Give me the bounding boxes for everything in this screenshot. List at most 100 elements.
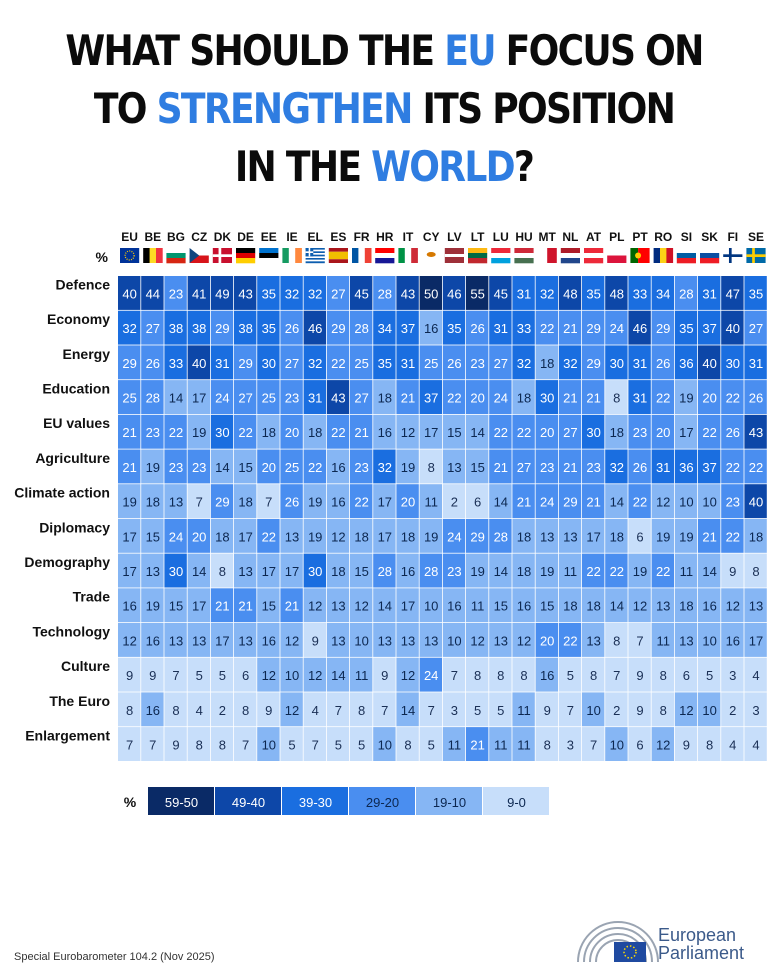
heatmap-cell bbox=[350, 310, 373, 345]
cell-value: 22 bbox=[702, 425, 716, 440]
heatmap-cell bbox=[744, 692, 767, 727]
heatmap-cell bbox=[210, 310, 234, 345]
cell-value: 9 bbox=[636, 703, 643, 718]
cell-value: 19 bbox=[192, 425, 206, 440]
cell-value: 40 bbox=[749, 495, 763, 510]
heatmap-cell bbox=[164, 414, 187, 449]
cell-value: 13 bbox=[656, 599, 670, 614]
flag-ie-icon bbox=[282, 248, 302, 263]
heatmap-cell bbox=[164, 657, 187, 692]
cell-value: 22 bbox=[610, 564, 624, 579]
heatmap-cell bbox=[141, 276, 164, 310]
heatmap-cell bbox=[419, 484, 442, 519]
cell-value: 15 bbox=[354, 564, 368, 579]
flag-sk-icon bbox=[700, 248, 720, 264]
cell-value: 18 bbox=[331, 564, 345, 579]
heatmap-cell bbox=[605, 449, 628, 484]
heatmap-cell bbox=[698, 588, 721, 623]
heatmap-cell bbox=[698, 727, 721, 761]
cell-value: 11 bbox=[494, 737, 508, 752]
cell-value: 11 bbox=[656, 633, 670, 648]
heatmap-cell bbox=[605, 588, 628, 623]
column-header: PL bbox=[609, 230, 624, 244]
heatmap-cell bbox=[326, 276, 350, 310]
cell-value: 21 bbox=[586, 495, 600, 510]
cell-value: 43 bbox=[331, 390, 345, 405]
cell-value: 13 bbox=[679, 633, 693, 648]
column-header: EE bbox=[261, 230, 277, 244]
cell-value: 16 bbox=[726, 633, 740, 648]
cell-value: 21 bbox=[702, 529, 716, 544]
heatmap-cell bbox=[582, 588, 605, 623]
heatmap-cell bbox=[744, 553, 767, 588]
heatmap-cell bbox=[373, 692, 396, 727]
cell-value: 36 bbox=[679, 460, 693, 475]
column-header: MT bbox=[539, 230, 557, 244]
cell-value: 31 bbox=[633, 356, 647, 371]
heatmap-cell bbox=[396, 623, 419, 657]
cell-value: 21 bbox=[494, 460, 508, 475]
column-header: FI bbox=[727, 230, 738, 244]
heatmap-cell bbox=[698, 553, 721, 588]
cell-value: 43 bbox=[749, 425, 763, 440]
cell-value: 30 bbox=[308, 564, 322, 579]
heatmap-cell bbox=[582, 692, 605, 727]
cell-value: 36 bbox=[679, 356, 693, 371]
column-header: LU bbox=[493, 230, 509, 244]
cell-value: 16 bbox=[702, 599, 716, 614]
cell-value: 22 bbox=[726, 529, 740, 544]
heatmap-cell bbox=[326, 345, 350, 380]
row-label: The Euro bbox=[49, 693, 110, 709]
cell-value: 7 bbox=[149, 737, 156, 752]
heatmap-cell bbox=[651, 623, 674, 657]
heatmap-cell bbox=[721, 310, 744, 345]
cell-value: 16 bbox=[401, 564, 415, 579]
cell-value: 30 bbox=[540, 390, 554, 405]
column-header: NL bbox=[562, 230, 578, 244]
cell-value: 8 bbox=[613, 390, 620, 405]
heatmap-cell bbox=[535, 414, 558, 449]
cell-value: 46 bbox=[633, 321, 647, 336]
cell-value: 32 bbox=[540, 286, 554, 301]
cell-value: 32 bbox=[122, 321, 136, 336]
heatmap-cell bbox=[466, 310, 489, 345]
heatmap-cell bbox=[698, 380, 721, 414]
heatmap-cell bbox=[535, 657, 558, 692]
column-header: EU bbox=[121, 230, 138, 244]
cell-value: 6 bbox=[242, 668, 249, 683]
heatmap-cell bbox=[466, 692, 489, 727]
heatmap-cell bbox=[234, 310, 257, 345]
flag-at-icon bbox=[584, 248, 604, 264]
heatmap-cell bbox=[419, 588, 442, 623]
cell-value: 11 bbox=[448, 737, 462, 752]
cell-value: 12 bbox=[656, 495, 670, 510]
heatmap-cell bbox=[535, 692, 558, 727]
cell-value: 9 bbox=[636, 668, 643, 683]
flag-pt-icon bbox=[630, 248, 650, 263]
heatmap-cell bbox=[187, 588, 210, 623]
cell-value: 10 bbox=[610, 737, 624, 752]
column-header: SI bbox=[681, 230, 692, 244]
heatmap-cell bbox=[187, 692, 210, 727]
cell-value: 24 bbox=[169, 529, 183, 544]
heatmap-cell bbox=[582, 623, 605, 657]
cell-value: 18 bbox=[517, 390, 531, 405]
heatmap-cell bbox=[210, 414, 234, 449]
heatmap-cell bbox=[373, 484, 396, 519]
heatmap-cell bbox=[535, 276, 558, 310]
cell-value: 7 bbox=[172, 668, 179, 683]
cell-value: 30 bbox=[586, 425, 600, 440]
heatmap-cell bbox=[442, 623, 466, 657]
cell-value: 24 bbox=[447, 529, 461, 544]
heatmap-cell bbox=[605, 310, 628, 345]
heatmap-cell bbox=[373, 727, 396, 761]
cell-value: 22 bbox=[331, 425, 345, 440]
cell-value: 8 bbox=[544, 737, 551, 752]
cell-value: 12 bbox=[401, 425, 415, 440]
heatmap-cell bbox=[535, 345, 558, 380]
cell-value: 6 bbox=[683, 668, 690, 683]
heatmap-cell bbox=[141, 449, 164, 484]
cell-value: 8 bbox=[706, 737, 713, 752]
heatmap-cell bbox=[373, 623, 396, 657]
cell-value: 23 bbox=[169, 286, 183, 301]
